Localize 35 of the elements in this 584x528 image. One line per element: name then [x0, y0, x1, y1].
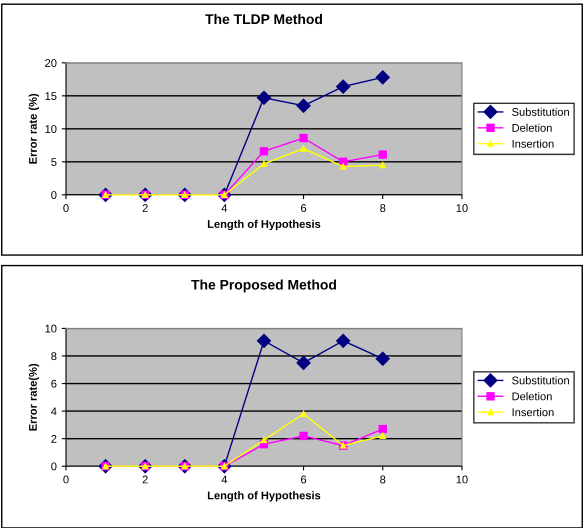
y-tick-label: 20 [45, 59, 57, 67]
x-tick-label: 10 [456, 204, 468, 212]
y-axis-title: Error rate(%) [28, 364, 40, 431]
x-tick-label: 0 [63, 204, 69, 212]
y-tick-label: 10 [45, 324, 57, 333]
y-tick-label: 8 [51, 352, 56, 360]
chart-title: The TLDP Method [205, 14, 322, 24]
y-tick-label: 6 [51, 380, 56, 388]
legend-label: Substitution [512, 376, 569, 384]
legend-label: Deletion [512, 124, 552, 132]
x-tick-label: 6 [301, 204, 306, 212]
y-tick-label: 2 [51, 434, 56, 443]
x-tick-label: 8 [380, 204, 386, 212]
y-tick-label: 15 [45, 92, 56, 100]
chart-title: The Proposed Method [191, 279, 336, 292]
y-tick-label: 0 [51, 191, 57, 199]
y-tick-label: 10 [45, 125, 57, 133]
x-tick-label: 10 [456, 476, 468, 484]
y-axis-title: Error rate (%) [28, 94, 40, 164]
legend-label: Insertion [512, 408, 554, 416]
legend-label: Substitution [512, 108, 569, 116]
y-tick-label: 0 [51, 462, 57, 470]
x-tick-label: 2 [142, 476, 148, 484]
x-tick-label: 4 [222, 204, 228, 212]
x-axis-title: Length of Hypothesis [208, 220, 320, 230]
x-tick-label: 6 [301, 476, 306, 484]
x-tick-label: 4 [222, 476, 228, 484]
x-tick-label: 0 [63, 476, 69, 484]
legend-label: Insertion [512, 140, 554, 148]
y-tick-label: 4 [51, 407, 57, 416]
x-tick-label: 2 [142, 204, 148, 212]
legend-label: Deletion [512, 392, 552, 400]
x-axis-title: Length of Hypothesis [208, 491, 320, 502]
x-tick-label: 8 [380, 476, 386, 484]
y-tick-label: 5 [51, 158, 56, 166]
